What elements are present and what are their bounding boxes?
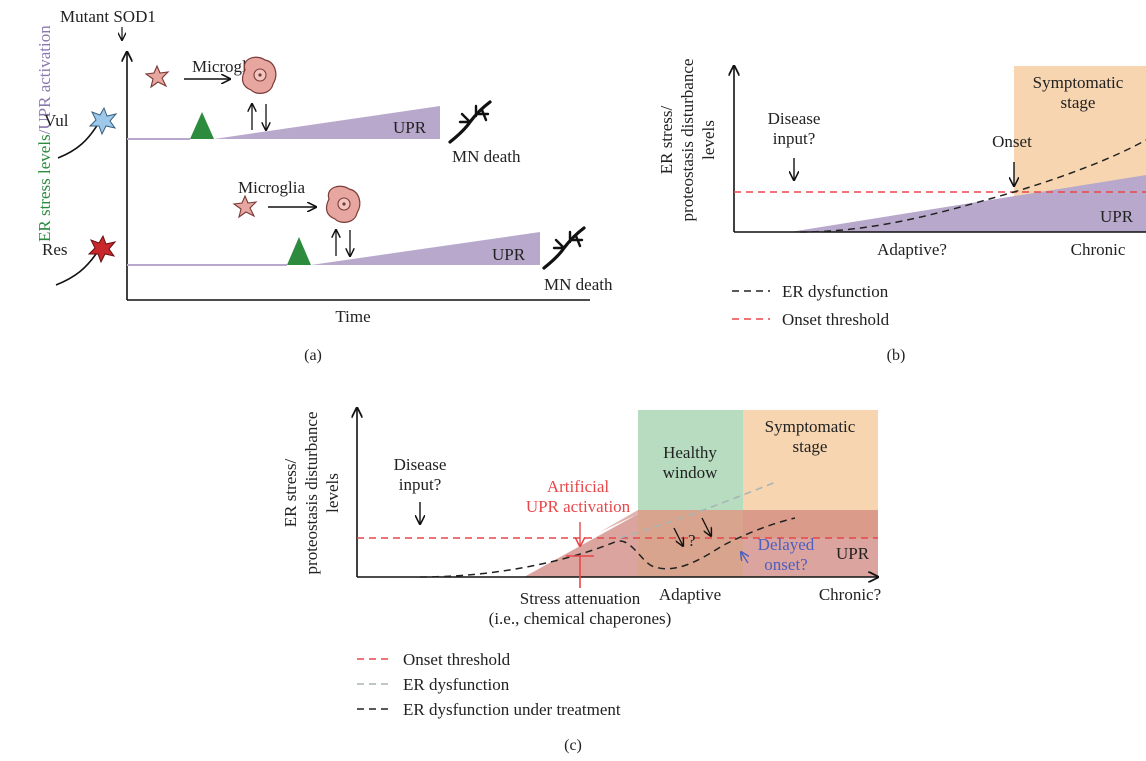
res-microglia-label: Microglia: [238, 178, 305, 197]
vul-resting-microglia-icon: [145, 65, 169, 88]
c-stress-2: (i.e., chemical chaperones): [489, 609, 672, 628]
b-chronic: Chronic: [1071, 240, 1126, 259]
res-mn-death-icon: [542, 226, 586, 270]
panel-c-caption: (c): [564, 737, 582, 754]
panel-b-caption: (b): [887, 347, 906, 364]
b-ylabel-2: proteostasis disturbance: [678, 59, 697, 222]
vul-label: Vul: [44, 111, 69, 130]
c-healthy-1: Healthy: [663, 443, 717, 462]
panel-a: ER stress levels/UPR activation Mutant S…: [35, 7, 613, 364]
res-label: Res: [42, 240, 68, 259]
res-neuron-icon: [55, 234, 117, 286]
res-green-triangle: [287, 237, 311, 265]
c-chronic: Chronic?: [819, 585, 881, 604]
panel-a-ylabel-green: ER stress levels: [35, 134, 54, 242]
c-stress-1: Stress attenuation: [520, 589, 641, 608]
c-question: ?: [688, 531, 696, 550]
c-delayed-arrow: [741, 552, 748, 564]
c-delayed-2: onset?: [764, 555, 807, 574]
b-ylabel-1: ER stress/: [657, 105, 676, 174]
c-upr-wedge-left: [524, 514, 638, 577]
b-disease-2: input?: [773, 129, 816, 148]
c-symptomatic-2: stage: [793, 437, 828, 456]
c-upr: UPR: [836, 544, 870, 563]
vul-microglia-label: Microglia: [192, 57, 259, 76]
b-upr-wedge: [790, 175, 1146, 232]
panel-a-caption: (a): [304, 347, 322, 364]
vul-activated-microglia-icon: [241, 56, 277, 94]
b-disease-1: Disease: [768, 109, 821, 128]
c-delayed-1: Delayed: [758, 535, 815, 554]
c-disease-2: input?: [399, 475, 442, 494]
vul-upr-label: UPR: [393, 118, 427, 137]
b-legend-label-0: ER dysfunction: [782, 282, 889, 301]
c-artificial-1: Artificial: [547, 477, 610, 496]
b-symptomatic-1: Symptomatic: [1033, 73, 1124, 92]
panel-a-top-label: Mutant SOD1: [60, 7, 156, 26]
c-disease-1: Disease: [394, 455, 447, 474]
c-upr-orange-overlap: [743, 510, 878, 538]
panel-b: Symptomatic stage ER stress/ proteostasi…: [657, 59, 1146, 364]
b-er-dysfunction-curve: [799, 139, 1146, 233]
c-adaptive: Adaptive: [659, 585, 721, 604]
c-down-arrow-2: [701, 517, 711, 536]
b-adaptive: Adaptive?: [877, 240, 947, 259]
c-ylabel-2: proteostasis disturbance: [302, 412, 321, 575]
vul-neuron-icon: [57, 106, 118, 159]
b-legend-label-1: Onset threshold: [782, 310, 890, 329]
c-er-dysfunction-treated-curve: [419, 517, 796, 578]
c-artificial-2: UPR activation: [526, 497, 631, 516]
c-upr-wedge-top: [600, 510, 638, 532]
c-healthy-window: [638, 410, 743, 510]
panel-a-xlabel: Time: [335, 307, 370, 326]
vul-green-triangle: [190, 112, 214, 139]
b-onset: Onset: [992, 132, 1032, 151]
c-symptomatic-1: Symptomatic: [765, 417, 856, 436]
c-ylabel-3: levels: [323, 473, 342, 513]
b-symptomatic-2: stage: [1061, 93, 1096, 112]
c-healthy-2: window: [663, 463, 719, 482]
panel-c: Healthy window Symptomatic stage ER stre…: [281, 408, 881, 754]
panel-a-ylabel-purple: /UPR activation: [35, 25, 54, 135]
b-upr: UPR: [1100, 207, 1134, 226]
c-legend-label-1: ER dysfunction: [403, 675, 510, 694]
c-legend-label-0: Onset threshold: [403, 650, 511, 669]
res-upr-label: UPR: [492, 245, 526, 264]
vul-mn-death-icon: [448, 100, 492, 144]
c-symptomatic-region: [743, 410, 878, 510]
res-death-label: MN death: [544, 275, 613, 294]
vul-death-label: MN death: [452, 147, 521, 166]
b-ylabel-3: levels: [699, 120, 718, 160]
panel-a-ylabel: ER stress levels/UPR activation: [35, 25, 54, 242]
c-down-arrow-1: [673, 527, 683, 546]
c-legend-label-2: ER dysfunction under treatment: [403, 700, 621, 719]
res-upr-wedge: [311, 232, 540, 265]
c-ylabel-1: ER stress/: [281, 458, 300, 527]
c-er-dysfunction-curve: [619, 481, 777, 539]
res-activated-microglia-icon: [325, 185, 361, 223]
res-resting-microglia-icon: [233, 195, 257, 218]
